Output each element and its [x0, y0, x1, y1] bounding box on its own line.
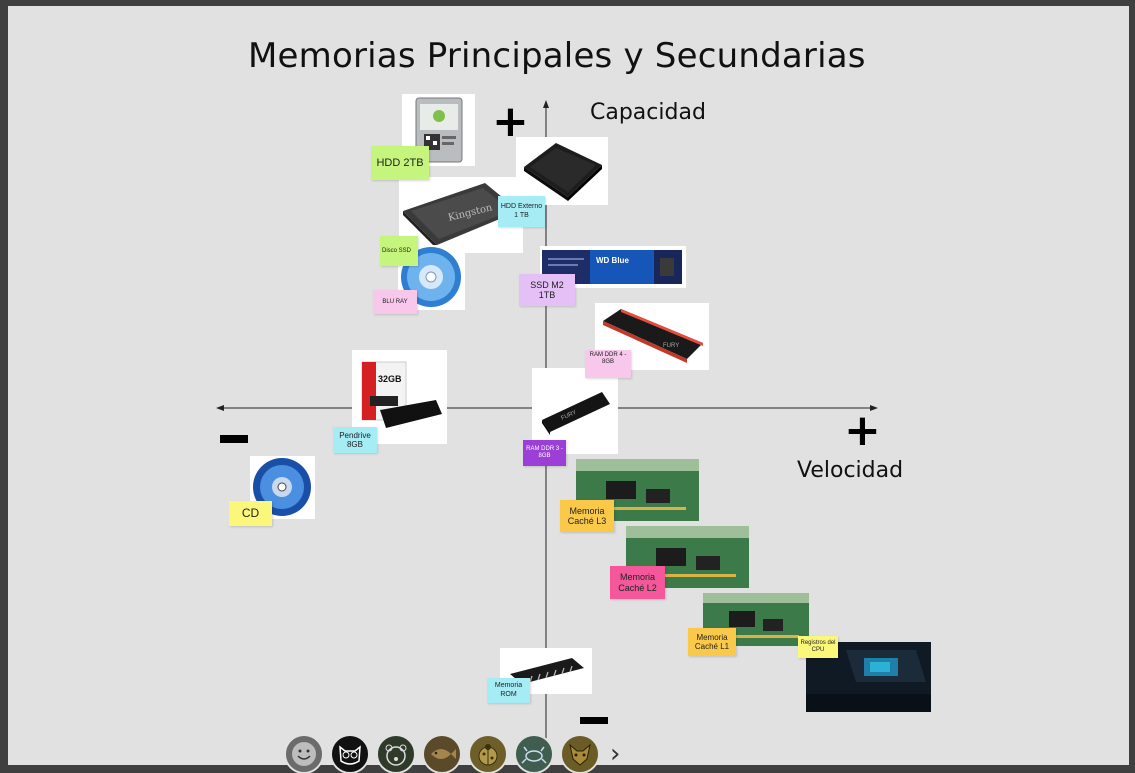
minus-sign-left	[220, 435, 248, 443]
whiteboard-canvas[interactable]: Memorias Principales y Secundarias Capac…	[8, 6, 1129, 765]
note-memoria-rom[interactable]: Memoria ROM	[487, 678, 530, 703]
avatar[interactable]	[514, 734, 554, 773]
svg-text:WD Blue: WD Blue	[596, 256, 629, 265]
note-cache-l2[interactable]: Memoria Caché L2	[610, 566, 665, 599]
ladybug-icon	[478, 744, 498, 766]
crab-icon	[521, 746, 547, 764]
plus-sign-right: +	[844, 405, 881, 456]
ram-ddr3-image[interactable]: FURY	[532, 368, 618, 454]
external-drive-icon	[524, 143, 602, 201]
note-cache-l3[interactable]: Memoria Caché L3	[560, 500, 614, 532]
fish-icon	[431, 749, 456, 759]
fox-icon	[569, 743, 591, 766]
note-hdd-externo[interactable]: HDD Externo 1 TB	[498, 196, 545, 227]
collaborator-avatars: ›	[284, 734, 620, 773]
ram-module-icon: FURY	[603, 309, 703, 363]
note-registros-cpu[interactable]: Registros del CPU	[798, 636, 838, 658]
y-axis-label: Capacidad	[590, 100, 706, 125]
svg-text:32GB: 32GB	[378, 374, 402, 384]
note-bluray[interactable]: BLU RAY	[373, 290, 417, 314]
avatar[interactable]	[468, 734, 508, 773]
ssd-icon: Kingston	[403, 183, 519, 249]
avatar[interactable]	[560, 734, 600, 773]
avatar[interactable]	[376, 734, 416, 773]
usb-drive-icon: 32GB	[361, 361, 442, 428]
board-title: Memorias Principales y Secundarias	[248, 36, 866, 76]
bear-icon	[385, 744, 407, 766]
svg-text:FURY: FURY	[663, 343, 679, 349]
smiley-face-icon	[292, 742, 316, 766]
owl-icon	[339, 745, 361, 765]
note-ram-ddr3[interactable]: RAM DDR 3 - 8GB	[523, 440, 566, 466]
note-disco-ssd[interactable]: Disco SSD	[380, 236, 418, 266]
ram-module-icon: FURY	[542, 392, 610, 435]
note-hdd-2tb[interactable]: HDD 2TB	[371, 146, 429, 180]
avatar[interactable]	[422, 734, 462, 773]
x-axis-label: Velocidad	[797, 458, 904, 483]
note-cd[interactable]: CD	[229, 501, 272, 526]
chevron-right-icon[interactable]: ›	[610, 739, 621, 769]
note-cache-l1[interactable]: Memoria Caché L1	[688, 628, 736, 656]
external-hdd-image[interactable]	[516, 137, 608, 205]
note-ram-ddr4[interactable]: RAM DDR 4 - 8GB	[585, 350, 631, 378]
avatar[interactable]	[284, 734, 324, 773]
note-ssd-m2[interactable]: SSD M2 1TB	[519, 274, 575, 306]
minus-sign-bottom	[580, 717, 608, 724]
rom-chip-image[interactable]	[500, 648, 592, 694]
plus-sign-top: +	[492, 96, 529, 147]
note-pendrive[interactable]: Pendrive 8GB	[333, 427, 377, 453]
m2-ssd-image[interactable]: WD Blue	[540, 246, 686, 288]
avatar[interactable]	[330, 734, 370, 773]
ram-ddr4-image[interactable]: FURY	[595, 303, 709, 370]
